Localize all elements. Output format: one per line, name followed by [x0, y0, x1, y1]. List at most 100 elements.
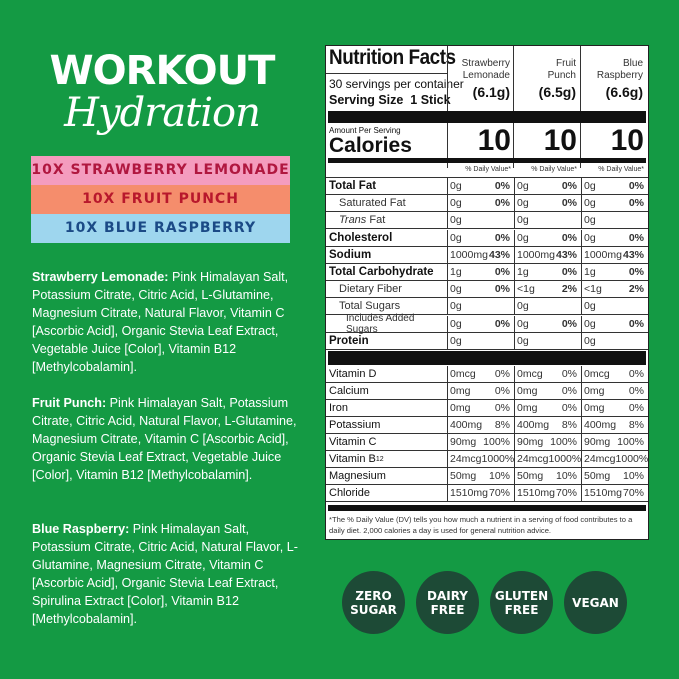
ingredient-list: Blue Raspberry: Pink Himalayan Salt, Pot…: [32, 520, 302, 628]
percent-dv: 43%: [622, 248, 644, 261]
column-name: Blue: [622, 58, 643, 69]
nutrient-cell: 1510mg 70%: [581, 485, 648, 501]
amount: 1510mg: [517, 487, 555, 499]
nutrient-cell: 1510mg 70%: [514, 485, 581, 501]
ingredient-list: Fruit Punch: Pink Himalayan Salt, Potass…: [32, 394, 302, 484]
nutrient-row: Vitamin C 90mg 100% 90mg 100% 90mg 100%: [326, 434, 648, 451]
daily-value-header: % Daily Value*: [465, 166, 511, 173]
nutrient-label: Total Carbohydrate: [329, 266, 434, 278]
amount: 0mcg: [584, 368, 610, 380]
percent-dv: 0%: [628, 402, 644, 414]
daily-value-header: % Daily Value*: [531, 166, 577, 173]
nutrient-cell: 0g: [447, 332, 514, 349]
percent-dv: 0%: [494, 283, 510, 296]
feature-badge: GLUTEN FREE: [490, 571, 553, 634]
amount: 24mcg: [450, 453, 482, 465]
flavor-label: 10X FRUIT PUNCH: [31, 185, 290, 214]
nutrient-cell: 0mg 0%: [514, 400, 581, 416]
flavor-name: Fruit Punch:: [32, 396, 107, 410]
nutrient-row: Total Carbohydrate 1g 0% 1g 0% 1g 0%: [326, 264, 648, 281]
nutrient-row: Total Sugars 0g 0g 0g: [326, 298, 648, 316]
percent-dv: 8%: [494, 419, 510, 431]
amount: 0g: [517, 231, 529, 244]
nutrient-row: Chloride 1510mg 70% 1510mg 70% 1510mg 70%: [326, 485, 648, 502]
nutrient-cell: 1g 0%: [581, 264, 648, 280]
percent-dv: 0%: [561, 368, 577, 380]
nutrient-label: Saturated Fat: [339, 197, 406, 210]
nutrient-cell: 0g: [514, 212, 581, 229]
footnote: *The % Daily Value (DV) tells you how mu…: [329, 515, 633, 535]
nutrient-cell: 1000mg 43%: [514, 246, 581, 263]
nutrition-facts-panel: Nutrition Facts 30 servings per containe…: [325, 45, 649, 540]
nutrient-label: Vitamin B 12: [329, 453, 384, 465]
ingredient-text: Pink Himalayan Salt, Potassium Citrate, …: [32, 396, 297, 482]
nutrient-cell: 0g 0%: [581, 229, 648, 246]
nutrient-cell: 0mg 0%: [581, 383, 648, 399]
percent-dv: 0%: [561, 317, 577, 330]
nutrient-cell: 0mcg 0%: [581, 366, 648, 382]
amount: 400mg: [584, 419, 617, 431]
nutrient-cell: 1g 0%: [514, 264, 581, 280]
percent-dv: 0%: [628, 385, 644, 397]
amount: 0g: [517, 300, 529, 313]
column-name: Fruit: [556, 58, 576, 69]
amount: 0g: [584, 197, 596, 210]
percent-dv: 70%: [622, 487, 644, 499]
amount: 0g: [450, 334, 462, 347]
nutrient-label: Vitamin C: [329, 436, 377, 448]
nutrient-cell: 50mg 10%: [514, 468, 581, 484]
amount: 0g: [450, 197, 462, 210]
amount: 0mg: [517, 385, 538, 397]
amount: <1g: [584, 283, 602, 296]
flavor-name: Strawberry Lemonade:: [32, 270, 169, 284]
nutrient-cell: 0mcg 0%: [447, 366, 514, 382]
amount: 0mcg: [450, 368, 476, 380]
amount: 400mg: [517, 419, 550, 431]
amount: 0g: [584, 214, 596, 227]
amount: 0mcg: [517, 368, 543, 380]
nutrient-row: Total Fat 0g 0% 0g 0% 0g 0%: [326, 178, 648, 195]
percent-dv: 0%: [494, 231, 510, 244]
nutrient-cell: 0g 0%: [514, 195, 581, 212]
percent-dv: 100%: [550, 436, 577, 448]
nutrient-label: Protein: [329, 334, 369, 347]
nutrient-cell: 0mg 0%: [447, 400, 514, 416]
nutrient-label: Potassium: [329, 419, 381, 431]
amount: 90mg: [450, 436, 477, 448]
nutrient-label: Total Fat: [329, 180, 377, 192]
amount: <1g: [517, 283, 535, 296]
percent-dv: 0%: [561, 385, 577, 397]
nutrient-label: Magnesium: [329, 470, 386, 482]
percent-dv: 100%: [617, 436, 644, 448]
percent-dv: 0%: [628, 180, 644, 192]
percent-dv: 0%: [494, 180, 510, 192]
percent-dv: 0%: [494, 266, 510, 278]
brand-title: WORKOUT: [49, 48, 276, 94]
nutrient-cell: 0g 0%: [447, 229, 514, 246]
nutrient-row: Vitamin B 12 24mcg 1000% 24mcg 1000% 24mcg 1000…: [326, 451, 648, 468]
percent-dv: 0%: [561, 180, 577, 192]
nutrient-cell: 0mg 0%: [514, 383, 581, 399]
nutrient-cell: 0g 0%: [581, 315, 648, 332]
amount: 0g: [450, 300, 462, 313]
amount: 90mg: [584, 436, 611, 448]
percent-dv: 43%: [488, 248, 510, 261]
nutrient-cell: 0g 0%: [514, 178, 581, 194]
amount: 0g: [450, 180, 462, 192]
nutrient-cell: 0g: [581, 298, 648, 315]
nutrient-cell: 1000mg 43%: [581, 246, 648, 263]
nutrient-cell: 0mg 0%: [581, 400, 648, 416]
ingredient-text: Pink Himalayan Salt, Potassium Citrate, …: [32, 270, 289, 374]
percent-dv: 0%: [561, 197, 577, 210]
flavor-column-header: Blue Raspberry (6.6g): [581, 58, 646, 101]
nutrient-cell: <1g 2%: [581, 281, 648, 298]
column-name: Punch: [547, 70, 576, 81]
nutrient-row: Includes Added Sugars 0g 0% 0g 0% 0g 0%: [326, 313, 648, 335]
nutrient-cell: 0g 0%: [447, 195, 514, 212]
nutrient-label: Cholesterol: [329, 231, 393, 244]
nutrient-label: Chloride: [329, 487, 370, 499]
nutrient-label: Vitamin D: [329, 368, 377, 380]
percent-dv: 10%: [555, 470, 577, 482]
percent-dv: 0%: [561, 266, 577, 278]
nutrient-cell: 24mcg 1000%: [581, 451, 648, 467]
